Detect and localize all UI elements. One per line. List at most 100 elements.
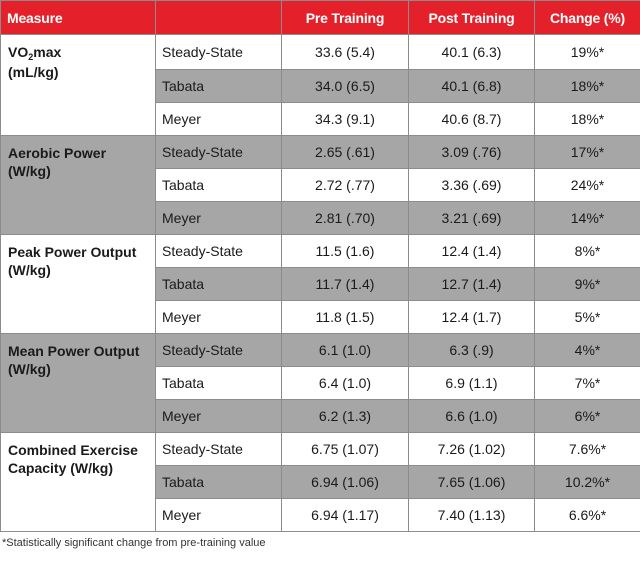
post-cell: 3.36 (.69) (408, 168, 535, 202)
table-row: Tabata 6.4 (1.0) 6.9 (1.1) 7%* (1, 366, 640, 400)
protocol-cell: Meyer (155, 102, 282, 136)
protocol-cell: Meyer (155, 201, 282, 235)
pre-cell: 2.65 (.61) (281, 135, 409, 169)
change-cell: 17%* (534, 135, 640, 169)
change-cell: 7%* (534, 366, 640, 400)
protocol-cell: Meyer (155, 498, 282, 532)
header-pre-training: Pre Training (281, 0, 409, 35)
measure-label: Mean Power Output (8, 343, 140, 359)
table-row: Tabata 11.7 (1.4) 12.7 (1.4) 9%* (1, 267, 640, 301)
protocol-cell: Tabata (155, 267, 282, 301)
protocol-cell: Tabata (155, 465, 282, 499)
measure-vo2max: VO2max (mL/kg) (0, 34, 156, 136)
change-cell: 14%* (534, 201, 640, 235)
post-cell: 12.4 (1.7) (408, 300, 535, 334)
change-cell: 19%* (534, 34, 640, 70)
post-cell: 12.4 (1.4) (408, 234, 535, 268)
change-cell: 6.6%* (534, 498, 640, 532)
protocol-cell: Steady-State (155, 234, 282, 268)
protocol-cell: Tabata (155, 69, 282, 103)
measure-peak-power: Peak Power Output (W/kg) (0, 234, 156, 334)
pre-cell: 33.6 (5.4) (281, 34, 409, 70)
pre-cell: 11.8 (1.5) (281, 300, 409, 334)
table-row: Peak Power Output (W/kg) Steady-State 11… (0, 234, 640, 334)
measure-combined-capacity: Combined Exercise Capacity (W/kg) (0, 432, 156, 532)
post-cell: 3.09 (.76) (408, 135, 535, 169)
protocol-cell: Tabata (155, 366, 282, 400)
table-row: Meyer 6.94 (1.17) 7.40 (1.13) 6.6%* (1, 498, 640, 532)
measure-subscript: 2 (28, 52, 34, 62)
measure-label-suffix: max (33, 44, 62, 60)
measure-unit: (mL/kg) (8, 64, 59, 80)
measure-unit: (W/kg) (8, 262, 51, 278)
table-row: Meyer 11.8 (1.5) 12.4 (1.7) 5%* (1, 300, 640, 334)
pre-cell: 2.72 (.77) (281, 168, 409, 202)
header-row: Measure Pre Training Post Training Chang… (0, 0, 640, 35)
pre-cell: 6.1 (1.0) (281, 333, 409, 367)
protocol-cell: Tabata (155, 168, 282, 202)
table-row: Meyer 34.3 (9.1) 40.6 (8.7) 18%* (1, 102, 640, 136)
measure-mean-power: Mean Power Output (W/kg) (0, 333, 156, 433)
pre-cell: 11.7 (1.4) (281, 267, 409, 301)
header-measure: Measure (0, 0, 156, 35)
measure-unit: Capacity (W/kg) (8, 460, 114, 476)
protocol-cell: Meyer (155, 399, 282, 433)
pre-cell: 6.94 (1.17) (281, 498, 409, 532)
protocol-cell: Steady-State (155, 34, 282, 70)
post-cell: 6.6 (1.0) (408, 399, 535, 433)
change-cell: 5%* (534, 300, 640, 334)
change-cell: 9%* (534, 267, 640, 301)
results-table: Measure Pre Training Post Training Chang… (0, 0, 640, 532)
post-cell: 7.40 (1.13) (408, 498, 535, 532)
change-cell: 18%* (534, 69, 640, 103)
protocol-cell: Meyer (155, 300, 282, 334)
measure-label: Peak Power Output (8, 244, 137, 260)
post-cell: 12.7 (1.4) (408, 267, 535, 301)
change-cell: 18%* (534, 102, 640, 136)
pre-cell: 34.3 (9.1) (281, 102, 409, 136)
table-row: Tabata 34.0 (6.5) 40.1 (6.8) 18%* (1, 69, 640, 103)
pre-cell: 6.75 (1.07) (281, 432, 409, 466)
pre-cell: 6.94 (1.06) (281, 465, 409, 499)
table-row: Meyer 2.81 (.70) 3.21 (.69) 14%* (1, 201, 640, 235)
header-change: Change (%) (534, 0, 640, 35)
header-protocol (155, 0, 282, 35)
pre-cell: 2.81 (.70) (281, 201, 409, 235)
post-cell: 40.1 (6.8) (408, 69, 535, 103)
measure-unit: (W/kg) (8, 361, 51, 377)
protocol-cell: Steady-State (155, 135, 282, 169)
table-row: VO2max (mL/kg) Steady-State 33.6 (5.4) 4… (0, 34, 640, 136)
table-row: Mean Power Output (W/kg) Steady-State 6.… (0, 333, 640, 433)
change-cell: 6%* (534, 399, 640, 433)
table-row: Tabata 2.72 (.77) 3.36 (.69) 24%* (1, 168, 640, 202)
table-row: Combined Exercise Capacity (W/kg) Steady… (0, 432, 640, 532)
post-cell: 40.6 (8.7) (408, 102, 535, 136)
table-row: Tabata 6.94 (1.06) 7.65 (1.06) 10.2%* (1, 465, 640, 499)
table-row: Meyer 6.2 (1.3) 6.6 (1.0) 6%* (1, 399, 640, 433)
change-cell: 10.2%* (534, 465, 640, 499)
pre-cell: 6.2 (1.3) (281, 399, 409, 433)
change-cell: 7.6%* (534, 432, 640, 466)
pre-cell: 6.4 (1.0) (281, 366, 409, 400)
measure-label: VO (8, 44, 29, 60)
table-row: Aerobic Power (W/kg) Steady-State 2.65 (… (0, 135, 640, 235)
protocol-cell: Steady-State (155, 333, 282, 367)
post-cell: 40.1 (6.3) (408, 34, 535, 70)
change-cell: 24%* (534, 168, 640, 202)
pre-cell: 11.5 (1.6) (281, 234, 409, 268)
post-cell: 6.9 (1.1) (408, 366, 535, 400)
measure-label: Combined Exercise (8, 442, 138, 458)
measure-label: Aerobic Power (8, 145, 107, 161)
post-cell: 6.3 (.9) (408, 333, 535, 367)
footnote: *Statistically significant change from p… (2, 537, 266, 549)
change-cell: 4%* (534, 333, 640, 367)
post-cell: 7.26 (1.02) (408, 432, 535, 466)
protocol-cell: Steady-State (155, 432, 282, 466)
post-cell: 3.21 (.69) (408, 201, 535, 235)
pre-cell: 34.0 (6.5) (281, 69, 409, 103)
post-cell: 7.65 (1.06) (408, 465, 535, 499)
measure-unit: (W/kg) (8, 163, 51, 179)
measure-aerobic-power: Aerobic Power (W/kg) (0, 135, 156, 235)
header-post-training: Post Training (408, 0, 535, 35)
change-cell: 8%* (534, 234, 640, 268)
